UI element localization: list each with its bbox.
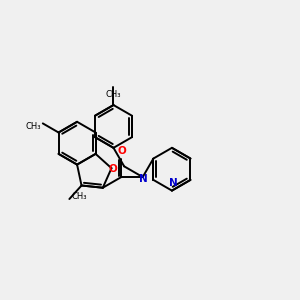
Text: CH₃: CH₃ [26,122,41,131]
Text: O: O [118,146,127,156]
Text: CH₃: CH₃ [71,192,87,201]
Text: N: N [169,178,177,188]
Text: O: O [108,164,117,174]
Text: N: N [139,174,148,184]
Text: CH₃: CH₃ [106,90,121,99]
